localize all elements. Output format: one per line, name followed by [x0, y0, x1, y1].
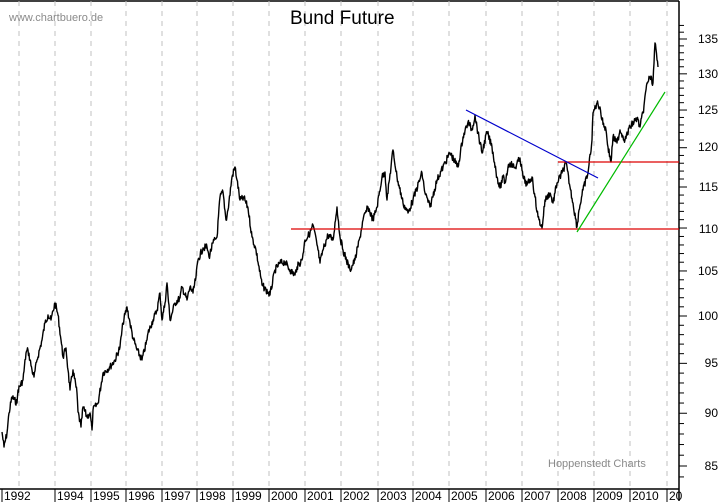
source-credit: Hoppenstedt Charts [548, 458, 646, 470]
x-tick-label: 1999 [235, 489, 262, 502]
x-tick-label: 1992 [4, 489, 31, 502]
x-tick-label: 1996 [128, 489, 155, 502]
x-tick-label: 1997 [164, 489, 191, 502]
y-tick-label: 115 [699, 180, 718, 194]
x-tick-label: 2000 [271, 489, 298, 502]
price-line [1, 42, 659, 448]
y-tick-label: 130 [698, 67, 718, 81]
x-tick-label: 2004 [415, 489, 442, 502]
y-tick-label: 125 [698, 103, 718, 117]
y-tick-label: 90 [705, 406, 719, 420]
watermark: www.chartbuero.de [9, 12, 104, 24]
chart-title: Bund Future [290, 8, 395, 29]
x-tick-label: 2008 [560, 489, 587, 502]
x-tick-label: 2007 [524, 489, 551, 502]
x-tick-label: 1998 [199, 489, 226, 502]
y-tick-label: 120 [698, 140, 718, 154]
y-tick-label: 135 [698, 32, 718, 46]
x-tick-label: 2006 [488, 489, 515, 502]
downtrend-line [465, 109, 599, 179]
y-tick-label: 85 [705, 459, 719, 473]
x-tick-label: 2009 [596, 489, 623, 502]
x-tick-label: 2002 [343, 489, 370, 502]
x-tick-label: 2005 [451, 489, 478, 502]
x-tick-label: 1994 [57, 489, 84, 502]
x-tick-label: 2001 [307, 489, 334, 502]
y-tick-label: 105 [698, 264, 718, 278]
x-tick-label: 20 [669, 489, 683, 502]
y-tick-label: 100 [698, 309, 718, 323]
y-tick-label: 95 [705, 356, 719, 370]
x-tick-label: 2010 [632, 489, 659, 502]
x-tick-label: 2003 [380, 489, 407, 502]
uptrend-line [576, 91, 666, 233]
x-tick-label: 1995 [93, 489, 120, 502]
y-tick-label: 110 [699, 222, 718, 236]
